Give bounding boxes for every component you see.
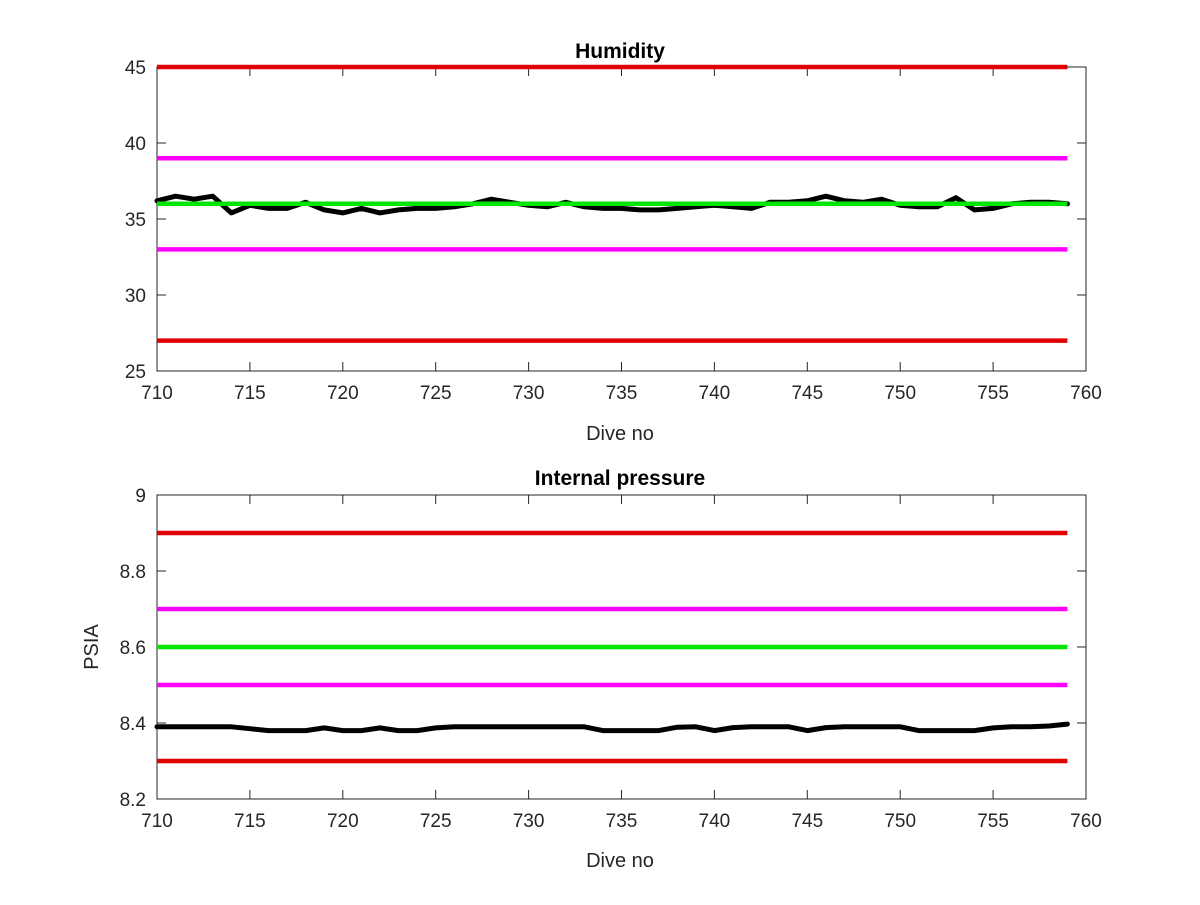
x-tick-label: 755 — [977, 383, 1009, 404]
x-tick-label: 715 — [234, 383, 266, 404]
y-tick-label: 9 — [135, 486, 146, 507]
y-tick-label: 8.6 — [120, 638, 146, 659]
y-tick-label: 25 — [125, 362, 146, 383]
x-axis-label: Dive no — [586, 423, 654, 445]
x-tick-label: 750 — [884, 811, 916, 832]
x-axis-label: Dive no — [586, 850, 654, 872]
series-line — [154, 721, 1070, 734]
x-tick-label: 710 — [141, 383, 173, 404]
x-tick-label: 760 — [1070, 383, 1102, 404]
x-tick-label: 745 — [791, 383, 823, 404]
x-tick-label: 735 — [606, 811, 638, 832]
x-tick-label: 730 — [513, 383, 545, 404]
y-tick-label: 45 — [125, 58, 146, 79]
y-tick-label: 40 — [125, 134, 146, 155]
x-tick-label: 730 — [513, 811, 545, 832]
x-tick-label: 745 — [791, 811, 823, 832]
chart-title: Humidity — [575, 40, 665, 63]
x-tick-label: 750 — [884, 383, 916, 404]
x-tick-label: 725 — [420, 383, 452, 404]
y-tick-label: 30 — [125, 286, 146, 307]
y-tick-label: 8.2 — [120, 790, 146, 811]
x-tick-label: 740 — [699, 383, 731, 404]
x-tick-label: 715 — [234, 811, 266, 832]
x-tick-label: 755 — [977, 811, 1009, 832]
x-tick-label: 760 — [1070, 811, 1102, 832]
chart-title: Internal pressure — [535, 467, 705, 490]
y-tick-label: 35 — [125, 210, 146, 231]
x-tick-label: 725 — [420, 811, 452, 832]
internal-pressure-chart: Internal pressure Dive no PSIA 710 715 720… — [81, 467, 1102, 872]
x-tick-label: 740 — [699, 811, 731, 832]
x-tick-label: 710 — [141, 811, 173, 832]
x-tick-label: 720 — [327, 383, 359, 404]
humidity-chart: Humidity Dive no 710 715 720 725 730 735 740 74… — [125, 40, 1102, 445]
x-tick-label: 720 — [327, 811, 359, 832]
x-tick-label: 735 — [606, 383, 638, 404]
y-tick-label: 8.8 — [120, 562, 146, 583]
y-axis-label: PSIA — [81, 624, 103, 670]
y-tick-label: 8.4 — [120, 714, 147, 735]
